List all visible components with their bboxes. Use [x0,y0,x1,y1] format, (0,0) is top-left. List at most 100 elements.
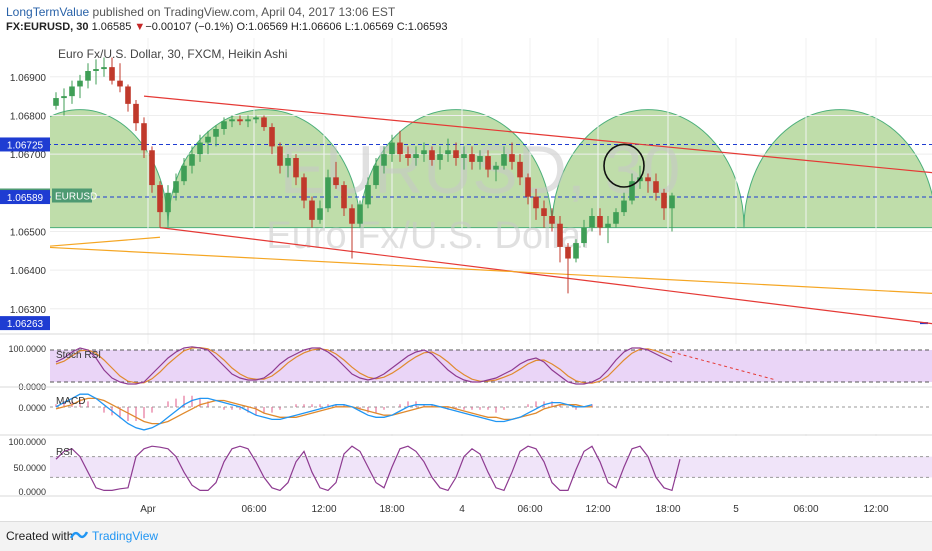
price-marker-box [0,316,50,331]
candle-body [421,150,427,155]
series-label-box [52,188,92,203]
candle-body [101,67,107,70]
candle [77,74,83,99]
candle-body [205,136,211,143]
candle [61,88,67,116]
candle [197,134,203,162]
candle [389,134,395,162]
candle-body [309,200,315,220]
rsi-tick: 100.0000 [8,437,46,447]
publish-line: LongTermValue published on TradingView.c… [6,5,395,19]
time-tick-label: 12:00 [585,504,610,515]
candle [397,130,403,162]
candle [525,173,531,205]
time-tick-label: Apr [140,504,156,515]
candle-body [621,200,627,213]
candle-body [629,181,635,201]
candle [629,173,635,205]
candle-body [213,129,219,137]
candle [541,200,547,228]
candle [285,154,291,178]
arc-dome [743,109,932,229]
candle [365,177,371,209]
candle [141,117,147,158]
candle-body [173,181,179,193]
candle [245,115,251,128]
candle-body [501,154,507,166]
candle-body [181,165,187,182]
candle-body [565,246,571,259]
candle [85,63,91,89]
candle [149,146,155,193]
candle-body [461,154,467,158]
price-chart[interactable]: EURUSD, 30 Euro Fx/U.S. Dollar Euro Fx/U… [0,38,932,520]
candle-body [293,158,299,178]
series-label: EURUSD [55,192,97,203]
chart-header: LongTermValue published on TradingView.c… [0,0,932,42]
candle-body [125,86,131,104]
candle [589,208,595,232]
candle [317,200,323,224]
candle [173,173,179,201]
candle-body [469,154,475,162]
candle [621,192,627,216]
watermark-name: Euro Fx/U.S. Dollar [266,215,594,257]
candle-body [85,71,91,81]
candle [477,150,483,170]
time-tick-label: 12:00 [863,504,888,515]
candle-body [301,177,307,201]
candle-body [605,223,611,228]
drawn-circle-annotation [603,143,645,188]
macd-signal-line [55,397,592,425]
candle-body [381,154,387,166]
candle [557,216,563,263]
candle [69,80,75,104]
candle [469,146,475,170]
ohlc-open: O:1.06569 [236,21,288,33]
stoch-tick: 100.0000 [8,344,46,354]
chart-area[interactable]: EURUSD, 30 Euro Fx/U.S. Dollar Euro Fx/U… [0,38,932,525]
candle-body [53,98,59,106]
ohlc-close: C:1.06593 [396,21,448,33]
candle-body [325,177,331,209]
author-link[interactable]: LongTermValue [6,5,90,19]
candle [669,192,675,232]
candle [453,142,459,166]
candle [53,92,59,110]
candle [253,115,259,124]
candle [229,115,235,128]
price-tick-label: 1.06400 [10,266,47,277]
candle [325,169,331,213]
candle [605,216,611,244]
time-tick-label: 4 [459,504,465,515]
candle-body [525,177,531,197]
candle-body [133,103,139,124]
candle [165,185,171,220]
rsi-line [55,445,681,492]
candle [213,125,219,147]
candle-body [669,195,675,209]
tradingview-link[interactable]: TradingView [92,529,159,543]
macd-pane[interactable] [50,388,932,434]
time-tick-label: 18:00 [655,504,680,515]
stoch-label: Stoch RSI [56,350,101,361]
candle-body [613,212,619,224]
candle [549,208,555,232]
candle [373,158,379,189]
price-marker-label: 1.06725 [7,140,44,151]
rsi-tick: 50.0000 [13,463,46,473]
chart-title: Euro Fx/U.S. Dollar, 30, FXCM, Heikin As… [58,47,287,61]
candle [613,208,619,228]
price-marker-box [0,190,50,205]
candle-body [333,177,339,186]
arc-dome [359,109,553,229]
candle-body [389,142,395,155]
candle-body [597,216,603,228]
candle-body [341,185,347,209]
candle-body [373,165,379,186]
candle [509,142,515,170]
price-marker: 1.06725 [0,137,50,152]
candle [269,123,275,155]
candle-body [229,119,235,122]
candle [413,146,419,166]
